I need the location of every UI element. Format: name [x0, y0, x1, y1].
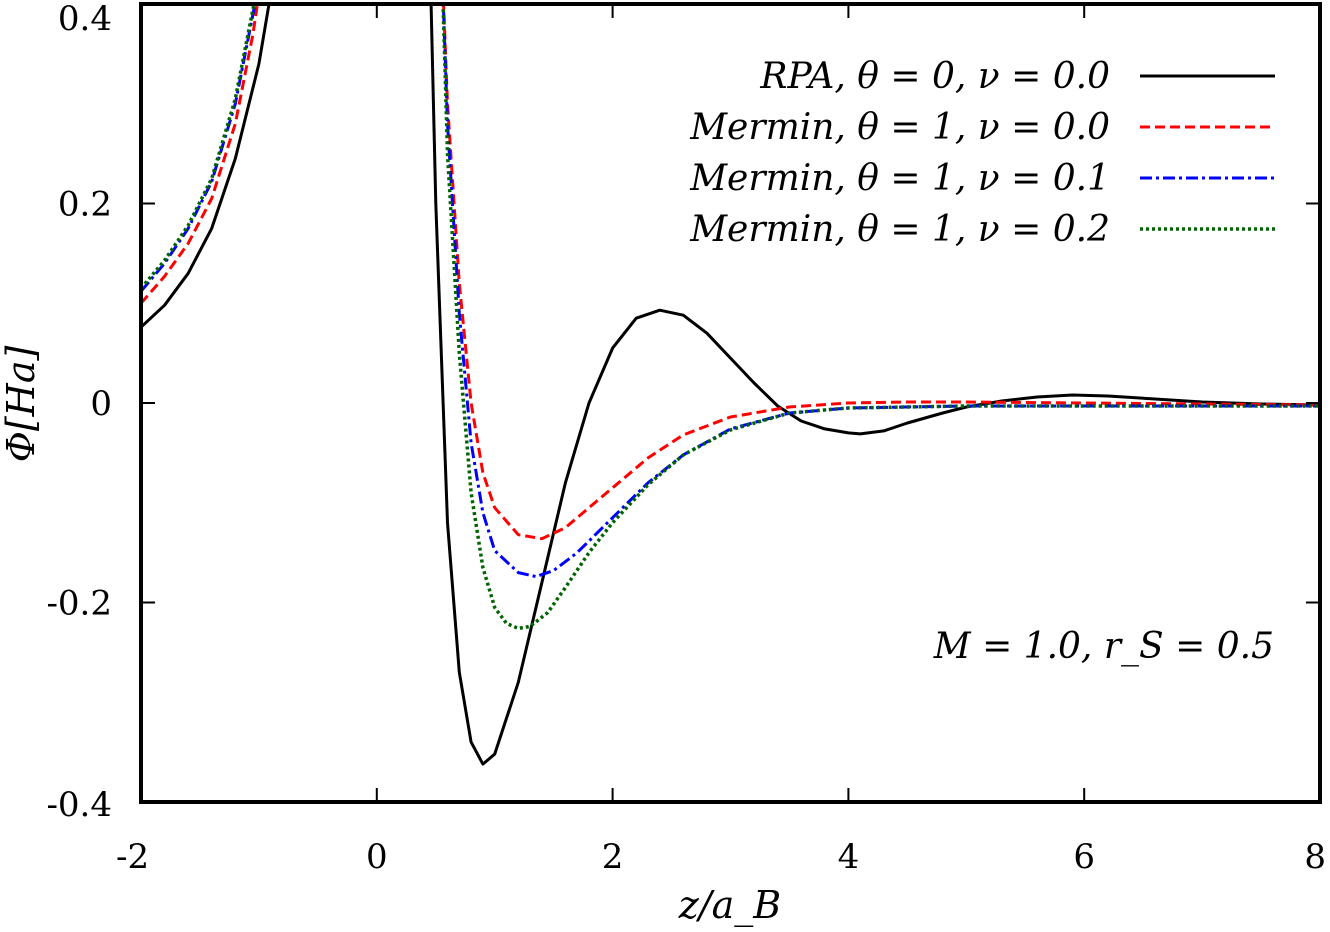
y-tick-label: 0: [90, 384, 112, 424]
y-tick-label: 0.2: [58, 185, 112, 225]
legend-label: Mermin, θ = 1, ν = 0.2: [689, 209, 1110, 250]
plot-frame: [139, 2, 1322, 804]
series-line-mermin-1-0-2: [141, 4, 1320, 631]
x-tick-label: 2: [602, 837, 624, 877]
x-tick-label: 0: [366, 837, 388, 877]
legend-label: Mermin, θ = 1, ν = 0.1: [689, 158, 1110, 199]
y-tick-label: -0.4: [46, 785, 112, 825]
y-tick-labels: 0.4 0.2 0 -0.2 -0.4: [46, 0, 112, 825]
series-line-mermin-1-0-1: [141, 4, 1320, 579]
series-line-mermin-1-0-0: [141, 4, 1320, 541]
y-tick-label: 0.4: [58, 0, 112, 39]
legend-label: Mermin, θ = 1, ν = 0.0: [689, 107, 1110, 148]
x-tick-labels: -2 0 2 4 6 8: [116, 837, 1326, 877]
y-axis-label: Φ[Ha]: [0, 346, 43, 463]
legend-label: RPA, θ = 0, ν = 0.0: [759, 56, 1110, 97]
legend: RPA, θ = 0, ν = 0.0 Mermin, θ = 1, ν = 0.…: [689, 56, 1275, 250]
x-tick-label: -2: [116, 837, 149, 877]
x-tick-label: 6: [1073, 837, 1095, 877]
series-layer: [141, 4, 1320, 766]
x-axis-label: z/a_B: [678, 883, 781, 928]
y-tick-label: -0.2: [46, 584, 112, 624]
parameter-annotation: M = 1.0, r_S = 0.5: [933, 626, 1274, 667]
x-tick-label: 4: [838, 837, 860, 877]
x-tick-label: 8: [1304, 837, 1326, 877]
